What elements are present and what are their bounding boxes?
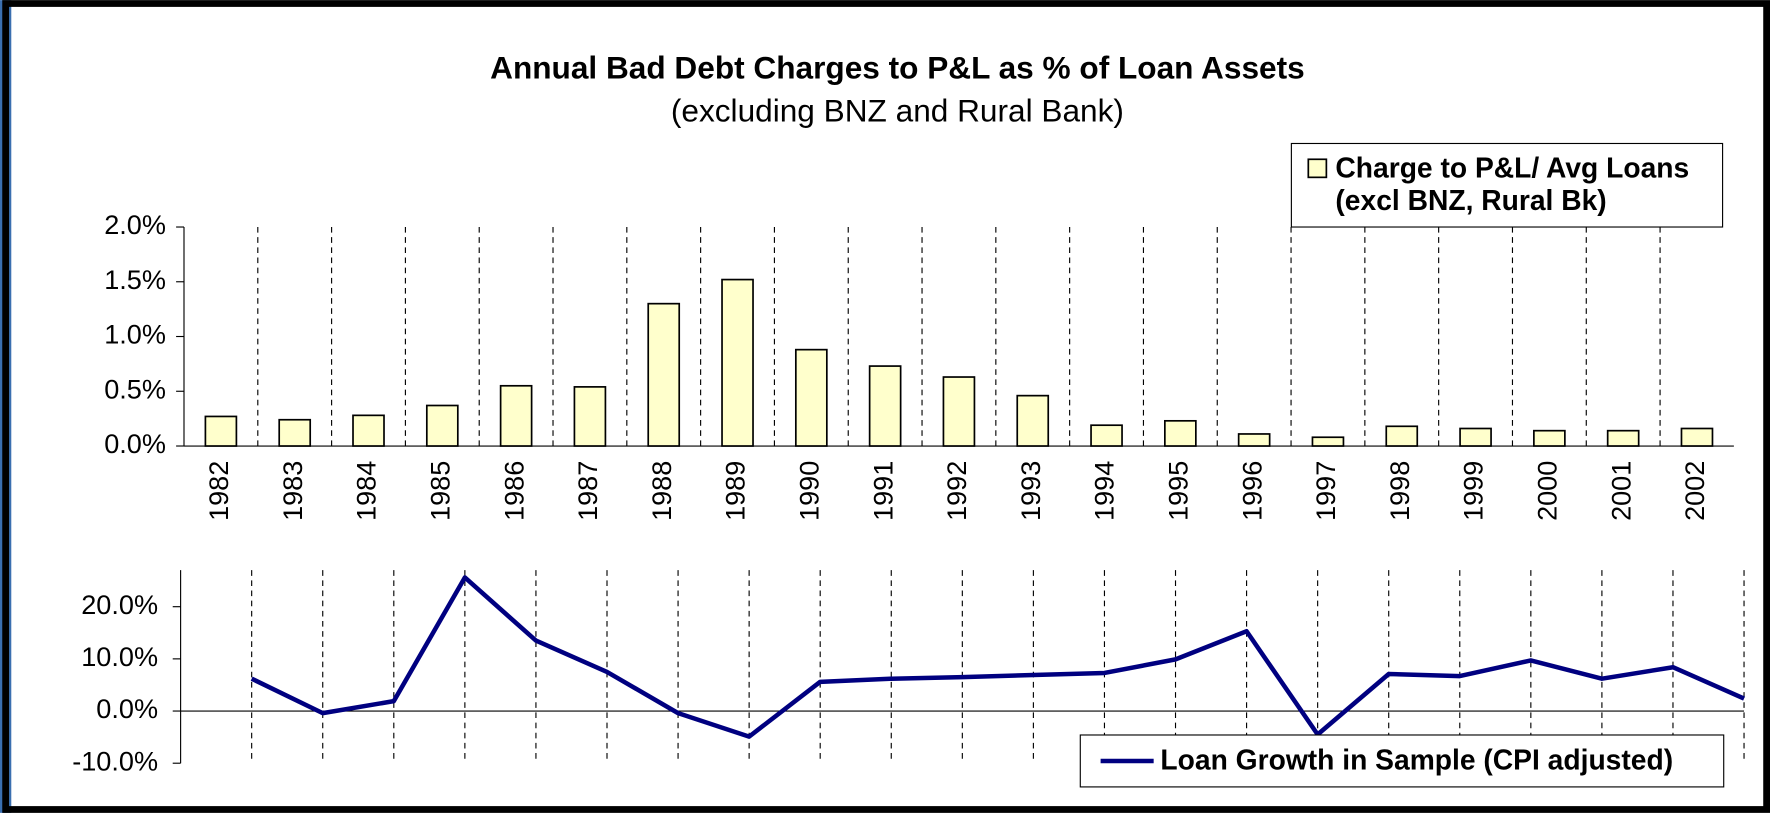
y-tick-label: 1.5%	[104, 264, 166, 295]
y-tick-label: 2.0%	[104, 209, 166, 240]
bar	[647, 302, 681, 447]
legend-label: Charge to P&L/ Avg Loans (excl BNZ, Rura…	[1335, 152, 1690, 217]
x-tick-label: 2001	[1605, 461, 1636, 521]
y-tick-label: 0.0%	[96, 693, 158, 724]
x-tick-label: 1989	[720, 461, 751, 521]
x-tick-label: 1984	[351, 461, 382, 521]
bar	[352, 414, 385, 447]
series-line	[250, 575, 1745, 739]
bar	[1090, 424, 1123, 447]
x-tick-label: 1983	[277, 461, 308, 521]
y-tick-label: 1.0%	[104, 319, 166, 350]
bar	[942, 376, 976, 447]
x-tick-label: 1995	[1163, 461, 1194, 521]
x-tick-label: 1997	[1310, 461, 1341, 521]
bar	[1311, 436, 1345, 447]
bar	[1680, 427, 1714, 447]
x-tick-label: 1998	[1384, 461, 1415, 521]
x-tick-label: 1991	[867, 461, 898, 521]
bar	[1606, 429, 1640, 447]
bar	[1164, 419, 1197, 447]
chart-title: Annual Bad Debt Charges to P&L as % of L…	[490, 49, 1305, 85]
x-tick-label: 1990	[793, 461, 824, 521]
bar	[1016, 394, 1050, 447]
bar	[1385, 425, 1419, 447]
x-tick-label: 1988	[646, 461, 677, 521]
bar	[278, 418, 312, 447]
x-tick-label: 1996	[1236, 461, 1267, 521]
bar	[499, 384, 533, 447]
x-tick-label: 1992	[941, 461, 972, 521]
x-tick-label: 1985	[424, 461, 455, 521]
y-tick-label: -10.0%	[72, 745, 158, 776]
bar	[1533, 429, 1566, 447]
bar	[794, 348, 828, 447]
bar	[721, 278, 754, 447]
bar	[573, 386, 607, 447]
legend-label: Loan Growth in Sample (CPI adjusted)	[1160, 744, 1673, 776]
x-tick-label: 1986	[498, 461, 529, 521]
bar	[1459, 427, 1492, 447]
x-tick-label: 1987	[572, 461, 603, 521]
legend-text-box: Charge to P&L/ Avg Loans (excl BNZ, Rura…	[1335, 152, 1690, 217]
bar	[425, 404, 459, 447]
y-tick-label: 0.0%	[104, 428, 166, 459]
legend-box	[1079, 734, 1725, 788]
bar	[868, 365, 902, 447]
y-tick-label: 0.5%	[104, 373, 166, 404]
legend-box	[1290, 142, 1724, 228]
y-tick-label: 10.0%	[81, 641, 158, 672]
x-tick-label: 1982	[203, 461, 234, 521]
x-tick-label: 2000	[1532, 461, 1563, 521]
x-tick-label: 1999	[1458, 461, 1489, 521]
bar	[1237, 433, 1271, 447]
x-tick-label: 1994	[1089, 461, 1120, 521]
y-tick-label: 20.0%	[81, 589, 158, 620]
legend-swatch	[1307, 158, 1328, 179]
chart-subtitle: (excluding BNZ and Rural Bank)	[671, 92, 1124, 128]
x-tick-label: 1993	[1015, 461, 1046, 521]
x-tick-label: 2002	[1679, 461, 1710, 521]
bar	[204, 415, 238, 447]
